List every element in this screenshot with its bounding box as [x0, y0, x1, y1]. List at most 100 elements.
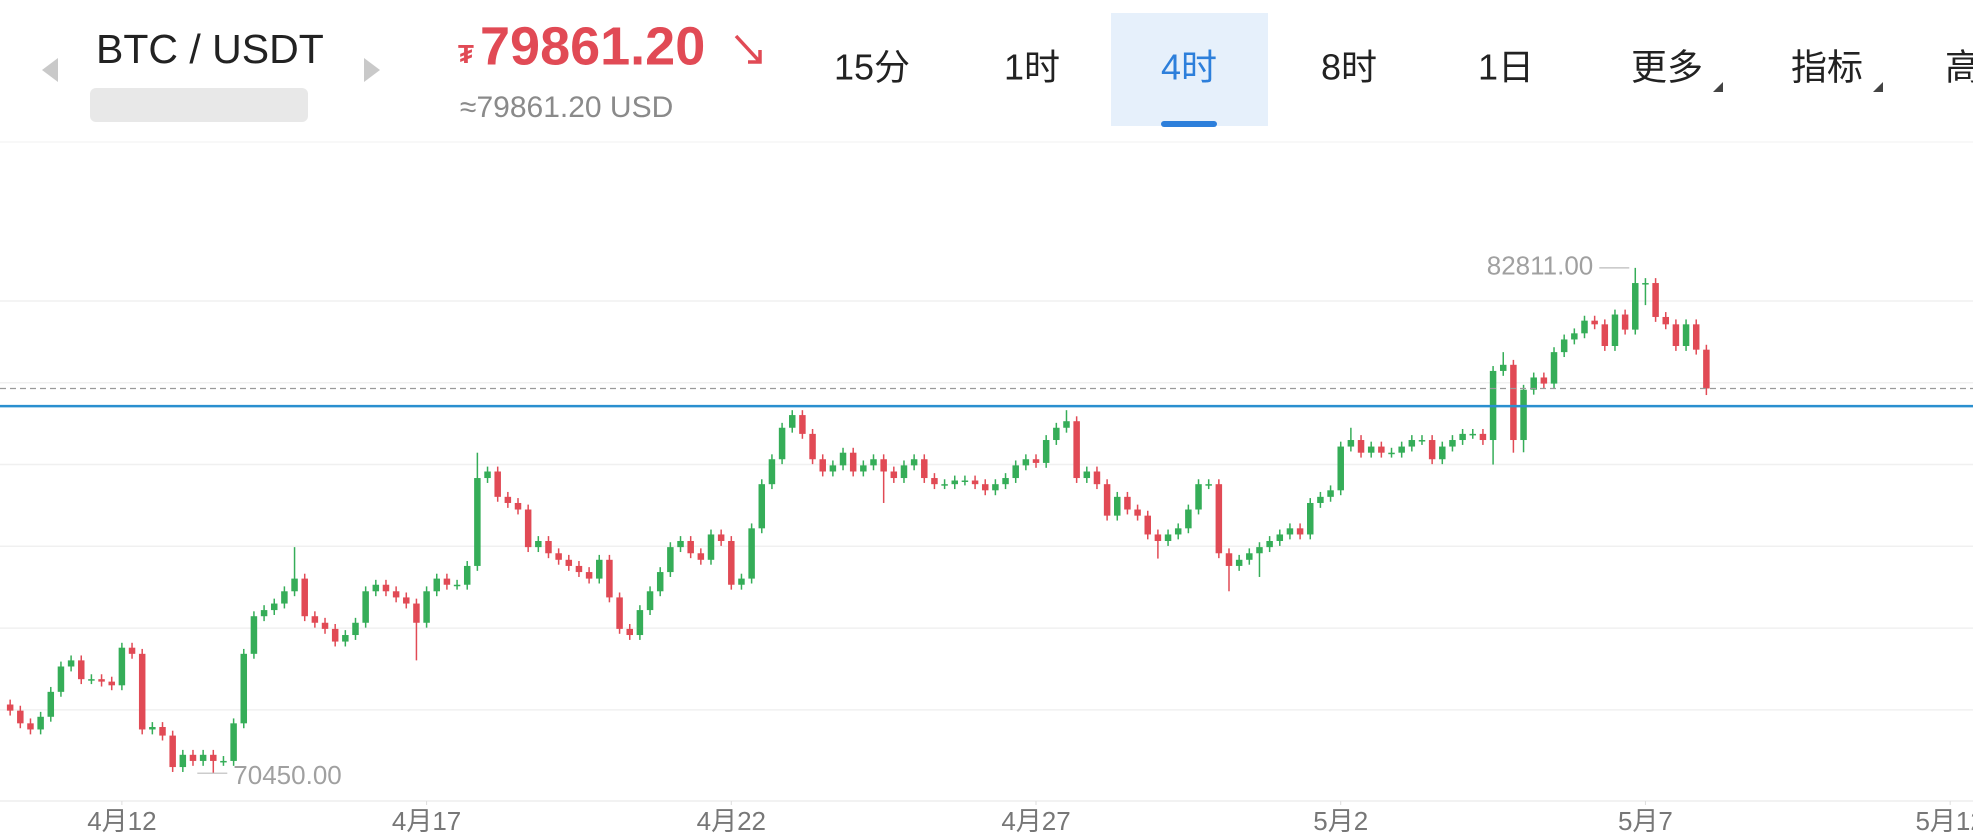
candle-body — [1611, 314, 1619, 346]
candle-body — [1246, 553, 1253, 560]
candle-body — [199, 754, 207, 761]
candle-body — [788, 415, 796, 428]
prev-arrow[interactable] — [42, 58, 58, 82]
candle-body — [362, 591, 369, 623]
candle-body — [240, 653, 248, 724]
candle-body — [656, 572, 664, 592]
candle-body — [433, 578, 441, 592]
candle-body — [809, 433, 816, 460]
next-arrow[interactable] — [364, 58, 380, 82]
candle-body — [1185, 509, 1192, 529]
candle-body — [1327, 490, 1334, 497]
candle-body — [921, 459, 928, 479]
candle-body — [758, 484, 766, 529]
candle-body — [57, 666, 65, 692]
candle-body — [321, 622, 329, 629]
candle-body — [961, 480, 969, 482]
candle-body — [67, 660, 75, 667]
timeframe-tab[interactable]: 4时 — [1161, 47, 1217, 88]
x-tick-label: 4月27 — [1001, 806, 1070, 836]
candle-body — [453, 584, 461, 587]
timeframe-tab[interactable]: 8时 — [1321, 47, 1377, 88]
candle-body — [860, 465, 867, 472]
candle-body — [301, 578, 308, 617]
candle-body — [504, 496, 512, 503]
pair-name[interactable]: BTC / USDT — [96, 26, 324, 72]
candle-body — [159, 727, 166, 736]
candle-body — [179, 754, 187, 768]
candle-body — [951, 480, 959, 485]
candle-body — [768, 459, 776, 485]
candle-body — [646, 591, 654, 611]
candle-body — [1682, 324, 1690, 346]
candle-body — [342, 635, 349, 642]
timeframe-tab[interactable]: 1日 — [1478, 47, 1534, 88]
high-label: 82811.00 — [1487, 251, 1594, 281]
candle-body — [1560, 339, 1568, 353]
candle-body — [1032, 459, 1040, 463]
timeframe-tab[interactable]: 高 — [1945, 47, 1973, 88]
timeframe-tab[interactable]: 指标 — [1791, 47, 1863, 88]
candle-body — [748, 528, 755, 579]
candle-body — [1398, 446, 1405, 453]
candle-body — [910, 459, 918, 466]
x-tick-label: 5月7 — [1618, 806, 1673, 836]
candle-body — [1296, 528, 1304, 535]
candle-body — [890, 471, 898, 479]
candle-body — [463, 565, 471, 585]
candle-body — [1083, 471, 1091, 479]
timeframe-tab[interactable]: 15分 — [834, 47, 910, 88]
candle-body — [423, 591, 430, 623]
candle-body — [1662, 316, 1670, 325]
active-tab-bg — [1111, 13, 1268, 126]
candle-body — [291, 578, 298, 592]
candle-body — [971, 480, 979, 485]
candle-body — [1479, 433, 1487, 441]
candle-body — [331, 628, 339, 642]
candle-body — [1672, 324, 1680, 346]
candle-body — [270, 603, 278, 611]
x-tick-label: 4月17 — [392, 806, 461, 836]
timeframe-tab[interactable]: 1时 — [1004, 47, 1060, 88]
currency-symbol: ₮ — [458, 39, 474, 69]
candle-body — [1581, 320, 1588, 334]
candle-body — [311, 616, 319, 623]
candle-body — [1286, 528, 1294, 535]
candle-body — [1692, 324, 1700, 350]
candle-body — [37, 716, 44, 730]
candle-body — [1703, 349, 1710, 389]
candle-body — [1469, 433, 1477, 436]
candle-body — [108, 681, 115, 686]
candle-body — [210, 754, 217, 761]
x-tick-label: 4月22 — [697, 806, 766, 836]
x-tick-label: 4月12 — [87, 806, 156, 836]
candle-body — [1642, 283, 1649, 285]
candle-body — [738, 578, 745, 585]
candle-body — [281, 591, 288, 604]
candle-body — [839, 452, 847, 466]
candle-body — [931, 478, 938, 485]
candle-body — [230, 723, 237, 761]
candle-body — [575, 565, 583, 573]
candle-body — [138, 653, 146, 730]
candle-body — [535, 540, 542, 548]
candle-body — [88, 679, 95, 681]
candle-body — [596, 559, 603, 579]
candle-body — [494, 471, 501, 497]
x-tick-label: 5月2 — [1313, 806, 1368, 836]
candle-body — [352, 622, 359, 636]
candle-body — [819, 459, 826, 472]
candle-body — [778, 427, 786, 460]
candlestick-chart: 4月12 4月17 4月22 4月27 5月2 5月7 5月12 82811.00 70450.… — [0, 251, 1973, 836]
candle-body — [849, 452, 857, 472]
candle-body — [1022, 459, 1030, 466]
candle-body — [606, 559, 613, 598]
timeframe-tab[interactable]: 更多 — [1631, 47, 1703, 88]
candle-body — [1042, 440, 1050, 463]
candle-body — [565, 559, 573, 566]
candle-body — [677, 540, 684, 548]
candle-body — [1632, 283, 1639, 330]
candle-body — [1428, 440, 1436, 460]
candle-body — [6, 704, 14, 711]
candle-body — [981, 484, 989, 491]
